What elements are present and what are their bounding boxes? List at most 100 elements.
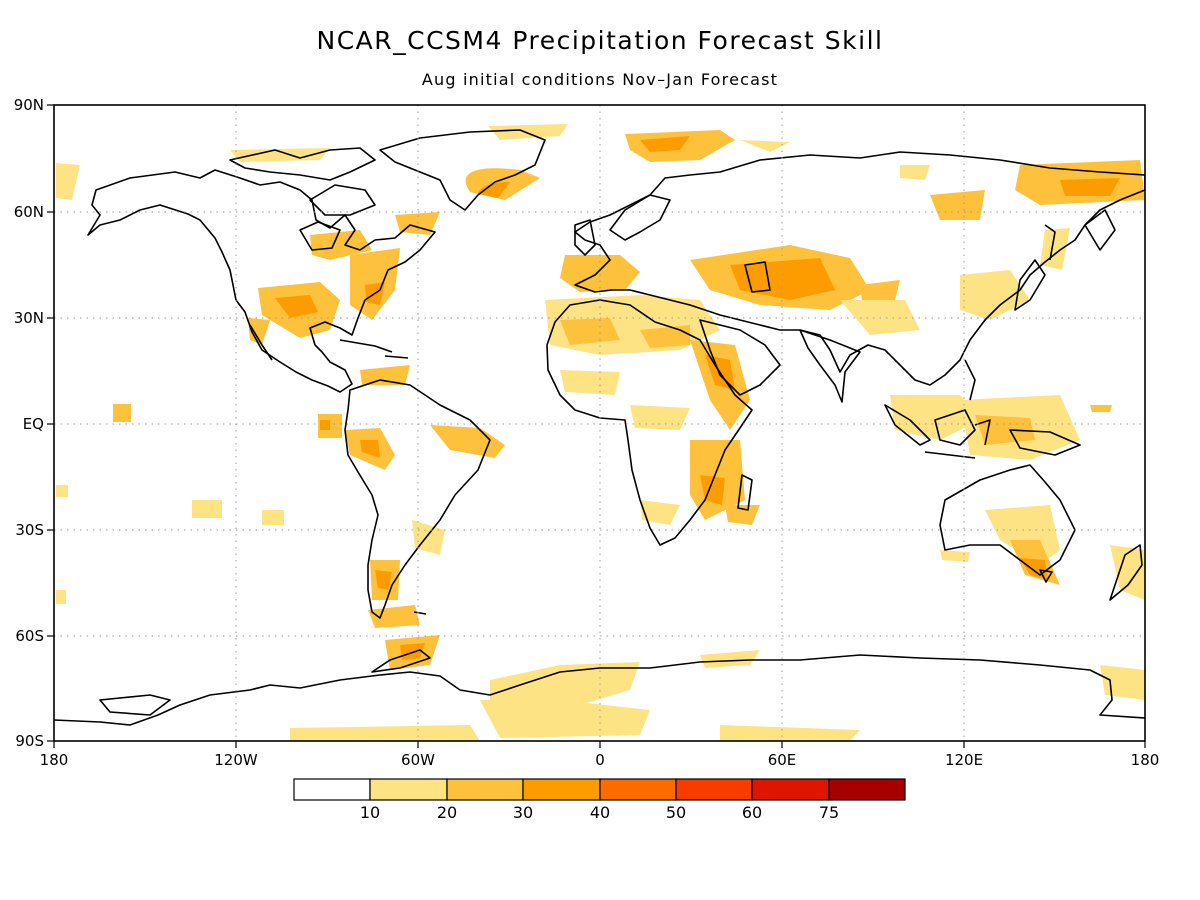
- skill-region: [900, 165, 930, 180]
- skill-region: [248, 318, 270, 345]
- skill-region: [368, 605, 420, 628]
- figure-subtitle: Aug initial conditions Nov–Jan Forecast: [421, 70, 779, 89]
- coastline-arctic-islands: [229, 147, 376, 181]
- colorbar-bin: [369, 778, 448, 801]
- skill-region: [56, 163, 80, 200]
- coastline-baffin: [309, 184, 376, 216]
- coastline-australia: [939, 464, 1076, 576]
- colorbar-label: 75: [818, 803, 840, 822]
- coastline-sumatra: [884, 404, 931, 446]
- skill-region: [490, 662, 640, 712]
- skill-region: [56, 590, 66, 604]
- skill-region: [1060, 178, 1120, 196]
- skill-region: [930, 190, 985, 220]
- skill-region: [700, 650, 760, 668]
- skill-region: [730, 258, 835, 300]
- coastline-north-america: [87, 169, 436, 393]
- lon-label: 120E: [944, 751, 984, 769]
- coastline-borneo: [934, 409, 976, 446]
- coastline-antarctica: [54, 654, 1145, 726]
- skill-region: [262, 510, 284, 525]
- coastline-scandinavia: [609, 194, 671, 241]
- coastline-uk: [574, 219, 596, 256]
- skill-region: [488, 124, 568, 140]
- colorbar-bin: [828, 778, 906, 801]
- lon-label: 120W: [214, 751, 258, 769]
- skill-region: [720, 725, 860, 741]
- lat-label: 90N: [13, 96, 44, 114]
- skill-region: [630, 405, 690, 430]
- skill-region: [640, 136, 690, 152]
- skill-region: [960, 270, 1030, 320]
- skill-region: [1090, 405, 1112, 412]
- lat-label: 30S: [15, 521, 44, 539]
- coastline-kamchatka: [1084, 209, 1116, 251]
- coastline-new-zealand: [1109, 544, 1143, 601]
- lon-label: 0: [595, 751, 605, 769]
- skill-region: [560, 255, 640, 292]
- lat-label: 60N: [13, 203, 44, 221]
- colorbar-bin: [446, 778, 524, 801]
- lon-label: 180: [1130, 751, 1160, 769]
- coastline-baja: [249, 324, 273, 361]
- colorbar-label: 50: [665, 803, 687, 822]
- coastline-philippines: [964, 359, 976, 401]
- colorbar-label: 40: [589, 803, 611, 822]
- colorbar-bin: [293, 778, 371, 801]
- coastline-madagascar: [737, 474, 753, 511]
- skill-region: [360, 440, 380, 458]
- coastline-sulawesi: [974, 419, 991, 446]
- skill-region: [890, 395, 980, 440]
- lat-label: 30N: [13, 309, 44, 327]
- coastline-india: [799, 329, 861, 403]
- coastline-ross-ice: [99, 694, 171, 716]
- skill-region: [412, 520, 445, 555]
- skill-region: [560, 370, 620, 395]
- axis-ticks: [47, 104, 1146, 748]
- lat-label: EQ: [22, 415, 44, 433]
- skill-region: [940, 550, 970, 562]
- colorbar-label: 10: [359, 803, 381, 822]
- colorbar-bin: [751, 778, 830, 801]
- coastline-sakhalin: [1044, 224, 1056, 261]
- coastline-antarctic-peninsula: [371, 649, 431, 673]
- skill-region: [310, 230, 372, 260]
- coastline-tasmania: [1039, 569, 1053, 583]
- skill-region: [860, 280, 900, 300]
- coastline-java: [924, 451, 976, 459]
- lat-label: 60S: [15, 627, 44, 645]
- colorbar: [293, 778, 906, 801]
- colorbar-bin: [675, 778, 753, 801]
- skill-region: [560, 318, 620, 345]
- colorbar-bin: [522, 778, 601, 801]
- skill-region: [480, 700, 650, 738]
- skill-region: [640, 325, 690, 348]
- skill-region: [725, 505, 760, 525]
- skill-region: [1100, 665, 1145, 700]
- lon-label: 60W: [401, 751, 435, 769]
- skill-region: [113, 404, 131, 422]
- coastline-falklands: [413, 611, 427, 615]
- skill-region: [740, 140, 790, 152]
- skill-region: [375, 570, 392, 590]
- colorbar-label: 60: [741, 803, 763, 822]
- coastline-africa: [546, 299, 753, 546]
- colorbar-label: 20: [436, 803, 458, 822]
- skill-region: [56, 485, 68, 497]
- coastline-new-guinea: [1009, 429, 1081, 456]
- coastline-eurasia: [574, 151, 1145, 386]
- skill-region: [290, 725, 480, 741]
- skill-region: [640, 500, 680, 525]
- colorbar-bin: [599, 778, 677, 801]
- coastline-caspian: [744, 261, 771, 293]
- skill-region: [400, 643, 425, 660]
- skill-region: [275, 295, 318, 318]
- lat-label: 90S: [15, 732, 44, 750]
- skill-region: [230, 148, 330, 162]
- coastline-hispaniola: [384, 355, 409, 359]
- colorbar-label: 30: [512, 803, 534, 822]
- lon-label: 180: [39, 751, 69, 769]
- coastline-arabia: [699, 319, 781, 396]
